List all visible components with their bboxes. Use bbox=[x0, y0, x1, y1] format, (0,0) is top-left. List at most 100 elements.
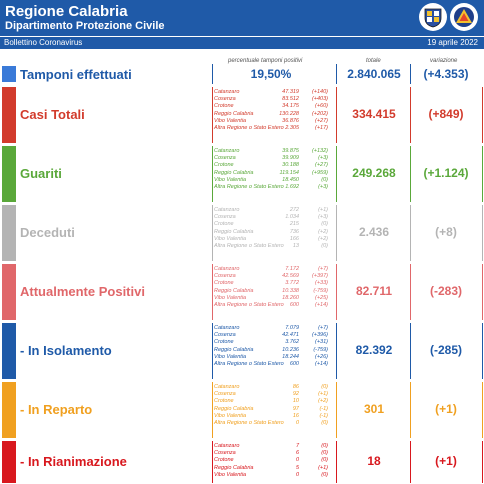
bulletin-label: Bollettino Coronavirus bbox=[4, 38, 83, 47]
section-color-bar bbox=[2, 205, 16, 261]
region-line: Altra Regione o Stato Estero 1.692 (+3) bbox=[214, 184, 328, 191]
region-value: 18.244 bbox=[282, 353, 299, 360]
region-name: Cosenza bbox=[214, 96, 236, 103]
section-divider bbox=[212, 146, 213, 202]
region-line: Cosenza 42.471 (+396) bbox=[214, 332, 328, 339]
region-line: Vibo Valentia 18.450 (0) bbox=[214, 177, 328, 184]
civil-protection-icon bbox=[450, 3, 478, 31]
region-delta: (+27) bbox=[315, 162, 328, 169]
region-delta: (+202) bbox=[311, 110, 328, 117]
region-value: 736 bbox=[289, 228, 299, 235]
region-delta: (+1) bbox=[318, 464, 328, 471]
section-row: - In Rianimazione Catanzaro 7 (0) Cosenza 6 (0… bbox=[0, 441, 484, 483]
region-value: 130.228 bbox=[279, 110, 299, 117]
tamponi-label: Tamponi effettuati bbox=[20, 67, 132, 82]
section-label: - In Reparto bbox=[20, 402, 93, 417]
region-value: 272 bbox=[289, 207, 299, 213]
region-delta: (+2) bbox=[318, 228, 328, 235]
region-delta: (-759) bbox=[313, 346, 328, 353]
section-divider bbox=[482, 382, 483, 438]
section-row: - In Reparto Catanzaro 86 (0) Cosenza 92 (+1) C… bbox=[0, 382, 484, 438]
region-line: Catanzaro 272 (+1) bbox=[214, 207, 328, 214]
section-divider bbox=[336, 323, 337, 379]
region-name: Vibo Valentia bbox=[214, 176, 247, 183]
section-variation: (+849) bbox=[428, 107, 464, 121]
region-value: 36.876 bbox=[282, 117, 299, 124]
region-line: Cosenza 42.569 (+397) bbox=[214, 273, 328, 280]
section-region-breakdown: Catanzaro 7.079 (+7) Cosenza 42.471 (+396) Cro… bbox=[214, 325, 328, 368]
column-total-header: totale bbox=[366, 58, 381, 64]
region-name: Crotone bbox=[214, 339, 234, 346]
region-line: Crotone 3.762 (+31) bbox=[214, 339, 328, 346]
column-variation-header: variazione bbox=[430, 58, 458, 64]
region-value: 18.450 bbox=[282, 176, 299, 183]
region-line: Catanzaro 39.875 (+132) bbox=[214, 148, 328, 155]
section-divider bbox=[336, 264, 337, 320]
section-region-breakdown: Catanzaro 7.172 (+7) Cosenza 42.569 (+397) Cro… bbox=[214, 266, 328, 309]
region-name: Crotone bbox=[214, 162, 234, 169]
region-name: Vibo Valentia bbox=[214, 412, 247, 419]
region-line: Catanzaro 47.319 (+140) bbox=[214, 89, 328, 96]
region-name: Crotone bbox=[214, 457, 234, 464]
region-value: 7.079 bbox=[285, 325, 299, 331]
tamponi-variation: (+4.353) bbox=[423, 67, 469, 81]
bulletin-date: 19 aprile 2022 bbox=[427, 38, 478, 47]
section-variation: (-283) bbox=[429, 284, 462, 298]
region-value: 97 bbox=[292, 405, 299, 412]
region-value: 18.260 bbox=[282, 294, 299, 301]
region-delta: (+2) bbox=[318, 398, 328, 405]
logo-group bbox=[419, 3, 478, 31]
region-delta: (+25) bbox=[315, 294, 328, 301]
section-divider bbox=[212, 264, 213, 320]
region-name: Crotone bbox=[214, 103, 234, 110]
region-delta: (-1) bbox=[319, 412, 328, 419]
region-value: 42.569 bbox=[282, 273, 299, 280]
section-divider bbox=[212, 441, 213, 483]
region-delta: (+3) bbox=[318, 214, 328, 221]
section-region-breakdown: Catanzaro 86 (0) Cosenza 92 (+1) Crotone 10 (+2)… bbox=[214, 384, 328, 427]
region-delta: (-759) bbox=[313, 287, 328, 294]
region-title: Regione Calabria bbox=[5, 3, 128, 20]
region-delta: (+403) bbox=[311, 96, 328, 103]
region-value: 7 bbox=[295, 443, 299, 449]
region-value: 39.909 bbox=[282, 155, 299, 162]
region-line: Crotone 10 (+2) bbox=[214, 398, 328, 405]
section-divider bbox=[212, 87, 213, 143]
section-color-bar bbox=[2, 323, 16, 379]
region-line: Altra Regione o Stato Estero 0 (0) bbox=[214, 420, 328, 427]
region-line: Altra Regione o Stato Estero 600 (+14) bbox=[214, 361, 328, 368]
region-line: Cosenza 39.909 (+3) bbox=[214, 155, 328, 162]
section-color-bar bbox=[2, 264, 16, 320]
region-line: Reggio Calabria 5 (+1) bbox=[214, 465, 328, 472]
region-name: Cosenza bbox=[214, 332, 236, 339]
region-delta: (+1) bbox=[318, 207, 328, 213]
region-value: 166 bbox=[289, 235, 299, 242]
region-name: Altra Regione o Stato Estero bbox=[214, 184, 284, 191]
region-name: Reggio Calabria bbox=[214, 228, 254, 235]
region-name: Reggio Calabria bbox=[214, 346, 254, 353]
region-name: Reggio Calabria bbox=[214, 464, 254, 471]
section-row: Deceduti Catanzaro 272 (+1) Cosenza 1.034 (+3)… bbox=[0, 205, 484, 261]
region-line: Vibo Valentia 18.260 (+25) bbox=[214, 295, 328, 302]
region-value: 0 bbox=[295, 420, 299, 427]
section-divider bbox=[336, 382, 337, 438]
tamponi-total: 2.840.065 bbox=[347, 67, 401, 81]
region-value: 10.236 bbox=[282, 346, 299, 353]
region-value: 1.692 bbox=[285, 184, 299, 191]
region-name: Catanzaro bbox=[214, 325, 240, 331]
region-line: Catanzaro 86 (0) bbox=[214, 384, 328, 391]
region-line: Vibo Valentia 0 (0) bbox=[214, 472, 328, 479]
section-region-breakdown: Catanzaro 39.875 (+132) Cosenza 39.909 (+3) Cr… bbox=[214, 148, 328, 191]
region-delta: (+14) bbox=[315, 302, 328, 309]
region-delta: (+2) bbox=[318, 235, 328, 242]
region-name: Vibo Valentia bbox=[214, 117, 247, 124]
column-percent-header: percentuale tamponi positivi bbox=[228, 58, 303, 64]
region-delta: (0) bbox=[321, 420, 328, 427]
section-divider bbox=[482, 205, 483, 261]
region-name: Vibo Valentia bbox=[214, 471, 247, 478]
region-value: 3.762 bbox=[285, 339, 299, 346]
tamponi-divider-3 bbox=[410, 64, 411, 84]
region-name: Catanzaro bbox=[214, 266, 240, 272]
section-label: - In Rianimazione bbox=[20, 454, 127, 469]
region-value: 10.338 bbox=[282, 287, 299, 294]
